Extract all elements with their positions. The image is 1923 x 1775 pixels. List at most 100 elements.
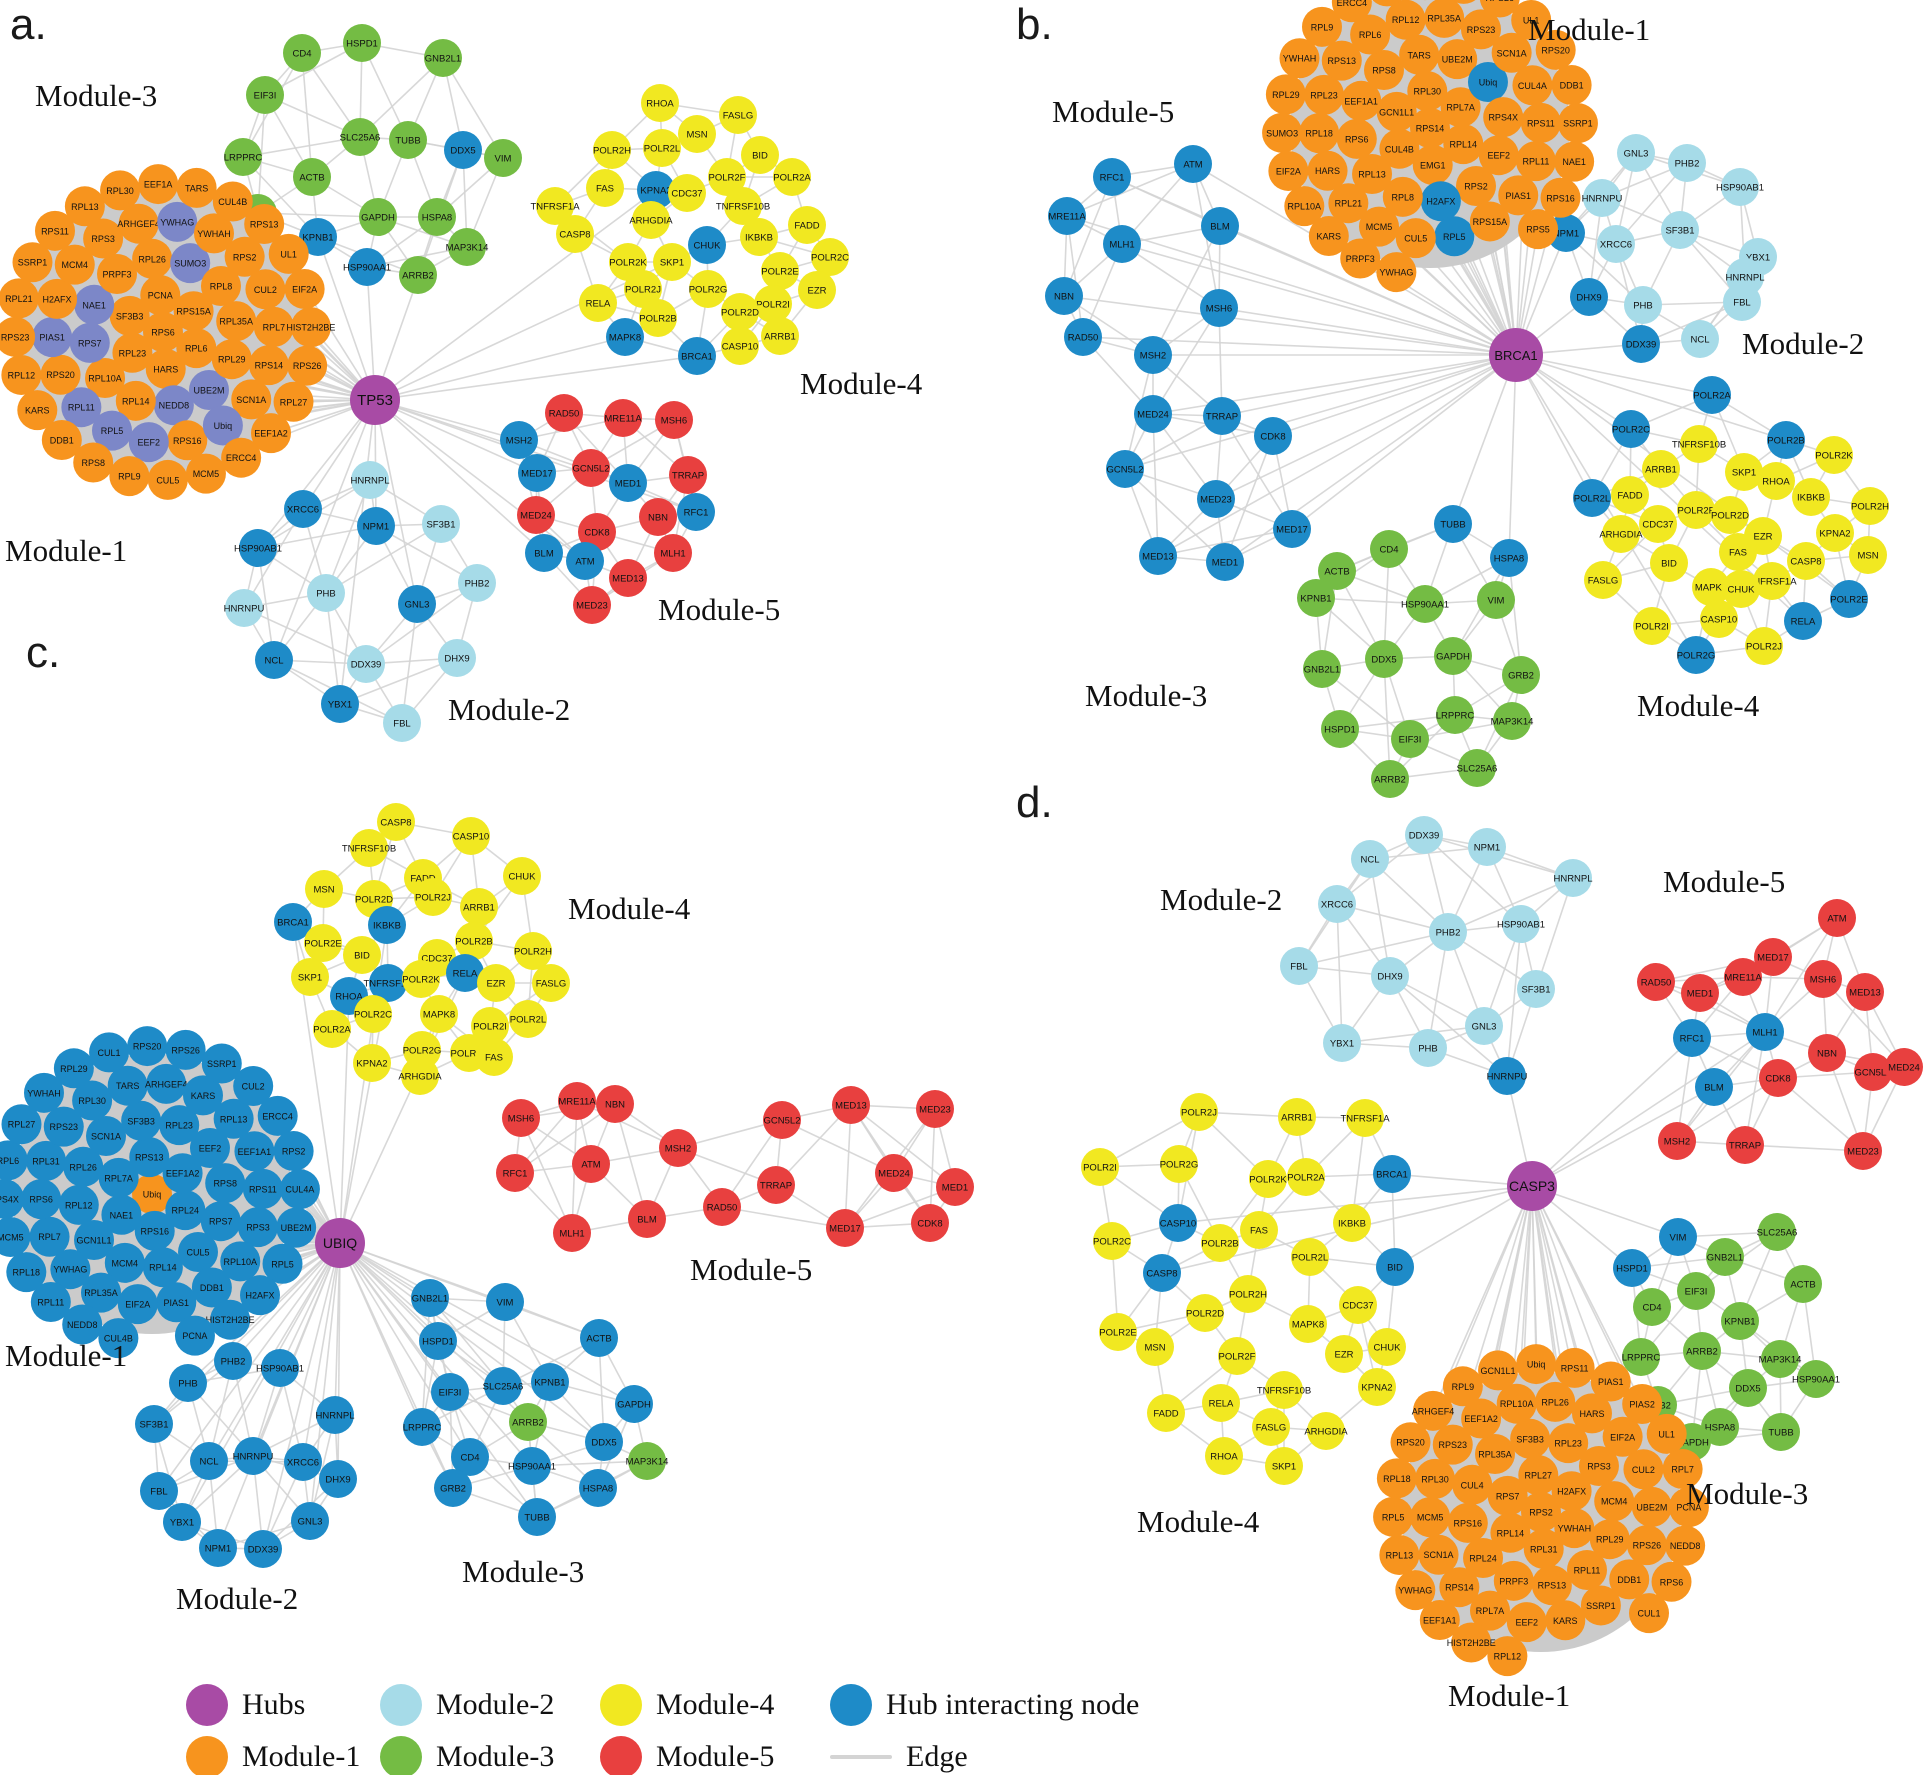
node-polr2c bbox=[1612, 410, 1650, 448]
node-hsp90aa1 bbox=[513, 1447, 551, 1485]
node-bid bbox=[1376, 1248, 1414, 1286]
node-arrb2 bbox=[1683, 1332, 1721, 1370]
node-label: POLR2H bbox=[593, 146, 631, 157]
node-label: PHB2 bbox=[1436, 928, 1461, 939]
node-label: EIF2A bbox=[1610, 1432, 1635, 1442]
legend-item-module-1: Module-1 bbox=[186, 1734, 360, 1775]
node-label: HSP90AB1 bbox=[256, 1364, 304, 1375]
node-label: GRB2 bbox=[1508, 671, 1534, 682]
node-sf3b3 bbox=[1510, 1418, 1551, 1459]
node-eif2a bbox=[1602, 1416, 1643, 1457]
node-label: EEF2 bbox=[138, 438, 161, 448]
node-label: RELA bbox=[453, 969, 478, 980]
node-ube2m bbox=[1631, 1486, 1672, 1527]
node-label: CDK8 bbox=[1765, 1074, 1790, 1085]
node-label: CD4 bbox=[292, 49, 311, 60]
node-gcn5l2 bbox=[1106, 450, 1144, 488]
node-label: RPL27 bbox=[280, 397, 308, 407]
node-label: HIST2H2BE bbox=[206, 1315, 255, 1325]
node-tars bbox=[107, 1065, 148, 1106]
node-label: RPS23 bbox=[1467, 25, 1496, 35]
node-label: FASLG bbox=[1588, 576, 1619, 587]
node-rpl23 bbox=[159, 1105, 200, 1146]
node-ybx1 bbox=[1323, 1024, 1361, 1062]
node-lrpprc bbox=[224, 138, 262, 176]
node-polr2b bbox=[1201, 1224, 1239, 1262]
node-label: Ubiq bbox=[1479, 78, 1498, 88]
node-mcm5 bbox=[0, 1216, 31, 1257]
node-kpnb1 bbox=[299, 218, 337, 256]
panel-letter-b: b. bbox=[1016, 0, 1053, 49]
node-gcn1l1 bbox=[1376, 91, 1417, 132]
node-tnfrsf10b bbox=[1265, 1371, 1303, 1409]
node-eef1a1 bbox=[1419, 1600, 1460, 1641]
node-label: POLR2D bbox=[1186, 1309, 1224, 1320]
node-rps5 bbox=[1518, 209, 1559, 250]
node-ddx39 bbox=[244, 1530, 282, 1568]
node-label: MED23 bbox=[1200, 495, 1232, 506]
node-label: KARS bbox=[1317, 232, 1342, 242]
node-label: POLR2L bbox=[1292, 1253, 1328, 1264]
node-casp10 bbox=[1159, 1204, 1197, 1242]
node-label: DDB1 bbox=[1560, 81, 1584, 91]
node-label: POLR2F bbox=[1678, 506, 1715, 517]
node-arhgdia bbox=[1602, 515, 1640, 553]
node-label: HNRNPU bbox=[1487, 1072, 1528, 1083]
node-label: RPS2 bbox=[233, 252, 257, 262]
node-med13 bbox=[1139, 537, 1177, 575]
node-vim bbox=[484, 139, 522, 177]
node-rps8 bbox=[205, 1163, 246, 1204]
node-label: ATM bbox=[1827, 914, 1846, 925]
node-rpl9 bbox=[109, 456, 150, 497]
node-tnfrsf1a bbox=[1346, 1099, 1384, 1137]
node-msn bbox=[1136, 1328, 1174, 1366]
node-sf3b1 bbox=[1517, 970, 1555, 1008]
node-gnb2l1 bbox=[424, 39, 462, 77]
node-label: POLR2K bbox=[1249, 1175, 1287, 1186]
node-label: VIM bbox=[497, 1298, 514, 1309]
node-label: HARS bbox=[153, 364, 178, 374]
node-label: POLR2E bbox=[304, 939, 342, 950]
node-tnfrsf1a bbox=[536, 187, 574, 225]
node-label: KARS bbox=[191, 1091, 216, 1101]
node-label: CUL2 bbox=[1632, 1465, 1655, 1475]
node-label: POLR2I bbox=[756, 300, 790, 311]
node-ikbkb bbox=[1333, 1204, 1371, 1242]
node-label: MED17 bbox=[521, 469, 553, 480]
node-label: GNL3 bbox=[1472, 1022, 1497, 1033]
node-label: SUMO3 bbox=[1266, 128, 1298, 138]
node-label: POLR2G bbox=[403, 1046, 442, 1057]
node-nbn bbox=[1045, 277, 1083, 315]
node-label: KPNA2 bbox=[1819, 529, 1850, 540]
node-label: NPM1 bbox=[363, 522, 389, 533]
node-fbl bbox=[383, 704, 421, 742]
node-label: POLR2A bbox=[1693, 391, 1731, 402]
node-h2afx bbox=[240, 1275, 281, 1316]
node-rps13 bbox=[244, 203, 285, 244]
node-label: RPS8 bbox=[1372, 66, 1396, 76]
node-vim bbox=[486, 1283, 524, 1321]
node-rps11 bbox=[242, 1168, 283, 1209]
node-label: GAPDH bbox=[1675, 1438, 1709, 1449]
node-label: POLR2I bbox=[473, 1022, 507, 1033]
node-cdk8 bbox=[1759, 1059, 1797, 1097]
node-rps20 bbox=[127, 1026, 168, 1067]
node-ywhah bbox=[193, 213, 234, 254]
node-rpl30 bbox=[72, 1080, 113, 1121]
node-label: RPL10A bbox=[1288, 202, 1322, 212]
node-label: POLR2L bbox=[1574, 494, 1610, 505]
node-gcn5l2 bbox=[572, 449, 610, 487]
node-label: MED1 bbox=[615, 479, 641, 490]
node-rps2 bbox=[224, 236, 265, 277]
node-med24 bbox=[875, 1154, 913, 1192]
node-hist2h2be bbox=[290, 307, 331, 348]
node-label: ERCC4 bbox=[226, 453, 257, 463]
node-ybx1 bbox=[163, 1503, 201, 1541]
node-label: HNRNPU bbox=[1582, 194, 1623, 205]
node-label: DDX39 bbox=[351, 660, 382, 671]
node-nbn bbox=[639, 498, 677, 536]
module-label-module-4: Module-4 bbox=[1637, 688, 1760, 723]
node-label: RPS8 bbox=[213, 1179, 237, 1189]
node-label: RPL5 bbox=[101, 426, 124, 436]
node-label: POLR2B bbox=[1201, 1239, 1239, 1250]
